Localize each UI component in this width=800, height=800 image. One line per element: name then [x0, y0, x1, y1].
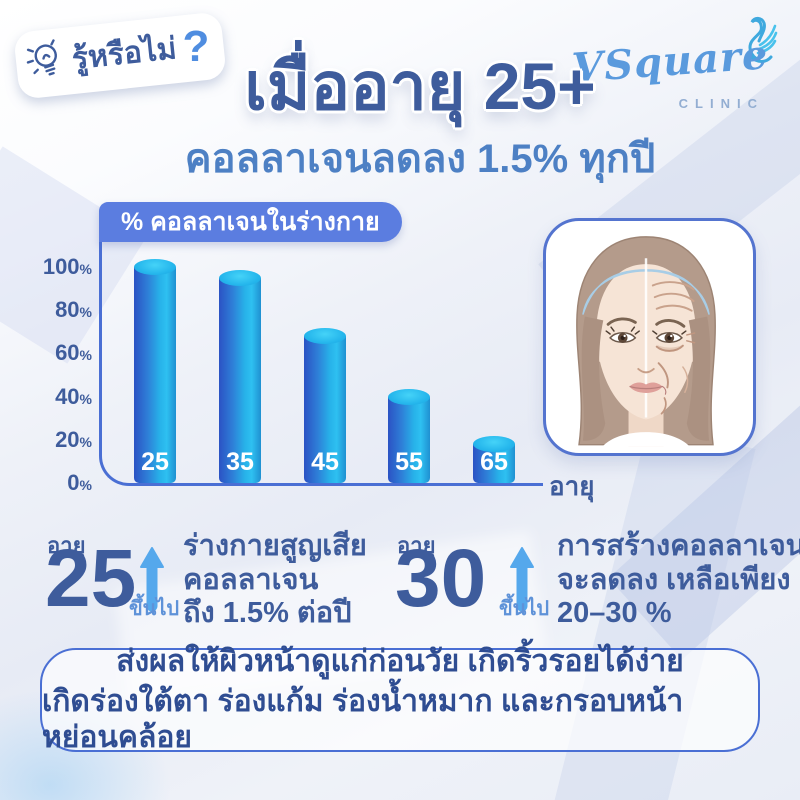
stat-description-line: คอลลาเจน	[183, 563, 319, 596]
stat-description: การสร้างคอลลาเจน จะลดลง เหลือเพียง 20–30…	[557, 530, 800, 631]
stat-age-value: 25	[45, 533, 137, 624]
logo-clinic-text: CLINIC	[678, 96, 764, 111]
did-you-know-badge: รู้หรือไม่ ?	[13, 11, 227, 100]
young-vs-aged-face-illustration	[543, 218, 756, 456]
page-title: เมื่ออายุ 25+	[244, 49, 596, 123]
stat-age-suffix: ขึ้นไป	[499, 598, 550, 620]
stat-description-line: ร่างกายสูญเสีย	[183, 530, 367, 562]
stat-description-line: จะลดลง เหลือเพียง	[557, 563, 791, 596]
bar-age-45: 45	[304, 328, 346, 483]
bar-age-65: 65	[473, 436, 515, 483]
y-axis-tick: 80%	[55, 297, 92, 323]
conclusion-box: ส่งผลให้ผิวหน้าดูแก่ก่อนวัย เกิดริ้วรอยไ…	[40, 645, 760, 754]
chart-title: % คอลลาเจนในร่างกาย	[121, 208, 380, 236]
stat-description: ร่างกายสูญเสีย คอลลาเจน ถึง 1.5% ต่อปี	[183, 530, 367, 631]
bar-age-25: 25	[134, 259, 176, 483]
bar-age-35: 35	[219, 269, 261, 483]
x-axis-label: อายุ	[549, 471, 595, 501]
chart-title-pill: % คอลลาเจนในร่างกาย	[99, 202, 402, 242]
y-axis-tick: 20%	[55, 426, 92, 452]
bar-category-label: 25	[141, 448, 169, 476]
arrow-up-icon	[509, 546, 535, 617]
lightbulb-icon	[24, 36, 69, 89]
swan-icon	[736, 16, 778, 71]
stat-description-line: ถึง 1.5% ต่อปี	[183, 597, 352, 630]
y-axis-tick: 100%	[42, 254, 92, 279]
bar-category-label: 35	[226, 447, 254, 476]
stat-age-prefix: อายุ	[397, 533, 436, 558]
y-axis-tick: 40%	[55, 383, 92, 409]
stat-description-line: การสร้างคอลลาเจน	[557, 530, 800, 562]
stat-age-value: 30	[395, 533, 487, 624]
conclusion-line: ส่งผลให้ผิวหน้าดูแก่ก่อนวัย เกิดริ้วรอยไ…	[116, 645, 684, 678]
y-axis-tick: 60%	[55, 340, 92, 366]
y-axis-tick: 0%	[67, 470, 92, 495]
arrow-up-icon	[139, 546, 165, 617]
stat-age-25: อายุ 25 ขึ้นไป ร่างกายสูญเสีย คอลลาเจน ถ…	[45, 520, 375, 640]
stat-age-prefix: อายุ	[47, 533, 86, 558]
bar-category-label: 65	[480, 447, 508, 476]
stat-age-30: อายุ 30 ขึ้นไป การสร้างคอลลาเจน จะลดลง เ…	[395, 520, 800, 640]
stat-age-suffix: ขึ้นไป	[129, 598, 180, 620]
bar-category-label: 55	[395, 447, 423, 476]
bar-age-55: 55	[388, 388, 430, 483]
vsquare-clinic-logo: VSquare CLINIC	[570, 10, 786, 120]
chart-axis	[99, 242, 543, 486]
page-subtitle: คอลลาเจนลดลง 1.5% ทุกปี	[184, 137, 656, 181]
conclusion-line: เกิดร่องใต้ตา ร่องแก้ม ร่องน้ำหมาก และกร…	[42, 685, 684, 754]
stat-description-line: 20–30 %	[557, 597, 672, 630]
bar-category-label: 45	[311, 447, 339, 476]
